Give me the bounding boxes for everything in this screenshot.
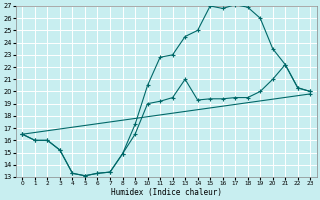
X-axis label: Humidex (Indice chaleur): Humidex (Indice chaleur)	[111, 188, 222, 197]
